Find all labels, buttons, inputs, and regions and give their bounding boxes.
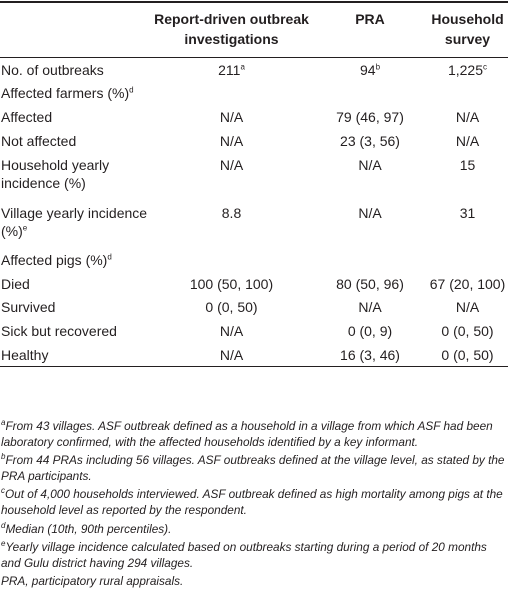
- row-label: No. of outbreaks: [1, 61, 104, 78]
- section-label: Affected pigs (%)d: [1, 252, 112, 269]
- outbreak-table: Report-driven outbreak investigations PR…: [0, 1, 508, 368]
- footnotes: aFrom 43 villages. ASF outbreak defined …: [1, 419, 506, 593]
- cell-household-survey: N/A: [455, 132, 480, 149]
- cell-report-driven: 8.8: [221, 205, 242, 222]
- cell-report-driven: N/A: [150, 342, 313, 368]
- footnote-mark: c: [1, 486, 5, 496]
- cell-pra: 80 (50, 96): [336, 275, 404, 292]
- table-row: Sick but recovered N/A 0 (0, 9) 0 (0, 50…: [0, 319, 508, 343]
- footnote-mark: c: [483, 62, 488, 72]
- cell-household-survey: 31: [459, 205, 476, 222]
- table-row: Survived 0 (0, 50) N/A N/A: [0, 296, 508, 320]
- table-section-row: Affected pigs (%)d: [0, 248, 508, 272]
- header-cell-pra: PRA: [313, 1, 427, 58]
- cell-report-driven: [150, 82, 313, 106]
- cell-pra: 94b: [359, 61, 381, 78]
- table-row: Village yearly incidence (%)e 8.8 N/A 31: [0, 200, 508, 248]
- row-label: Sick but recovered: [1, 322, 117, 339]
- table-row: No. of outbreaks 211a 94b 1,225c: [0, 58, 508, 82]
- cell-report-driven: [150, 248, 313, 272]
- table-section-row: Affected farmers (%)d: [0, 82, 508, 106]
- cell-household-survey: 67 (20, 100): [429, 275, 506, 292]
- footnote-mark: d: [129, 85, 134, 95]
- row-label: Healthy: [0, 342, 150, 368]
- table-header-row: Report-driven outbreak investigations PR…: [0, 1, 508, 58]
- cell-report-driven: 0 (0, 50): [205, 299, 258, 316]
- cell-pra: 16 (3, 46): [313, 342, 427, 368]
- footnote: cOut of 4,000 households interviewed. AS…: [1, 486, 503, 517]
- table-row: Affected N/A 79 (46, 97) N/A: [0, 105, 508, 129]
- footnote-mark: a: [240, 62, 245, 72]
- header-cell-report-driven: Report-driven outbreak investigations: [150, 1, 313, 58]
- cell-pra: [313, 248, 427, 272]
- footnote: aFrom 43 villages. ASF outbreak defined …: [1, 418, 493, 449]
- cell-pra: 79 (46, 97): [336, 108, 404, 125]
- cell-pra: N/A: [358, 299, 382, 316]
- cell-household-survey: 0 (0, 50): [427, 342, 508, 368]
- table-row: Household yearly incidence (%) N/A N/A 1…: [0, 152, 508, 200]
- cell-report-driven: N/A: [219, 322, 244, 339]
- cell-household-survey: [427, 248, 508, 272]
- footnote: bFrom 44 PRAs including 56 villages. ASF…: [1, 452, 505, 483]
- cell-pra: 0 (0, 9): [347, 322, 393, 339]
- footnote-mark: a: [1, 418, 6, 428]
- cell-household-survey: 0 (0, 50): [441, 322, 494, 339]
- footnote: dMedian (10th, 90th percentiles).: [1, 520, 172, 536]
- cell-report-driven: N/A: [219, 132, 244, 149]
- cell-report-driven: 211a: [218, 61, 245, 78]
- footnote-mark: b: [375, 62, 381, 72]
- table-row: Not affected N/A 23 (3, 56) N/A: [0, 129, 508, 153]
- abbreviation-note: PRA, participatory rural appraisals.: [1, 574, 184, 589]
- footnote-mark: e: [1, 539, 6, 549]
- cell-pra: N/A: [358, 205, 382, 222]
- cell-report-driven: N/A: [219, 108, 244, 125]
- footnote-mark: e: [22, 223, 28, 233]
- cell-report-driven: 100 (50, 100): [189, 275, 274, 292]
- cell-household-survey: N/A: [455, 299, 480, 316]
- row-label: Affected: [1, 108, 53, 125]
- footnote-mark: d: [107, 252, 112, 262]
- footnote: eYearly village incidence calculated bas…: [1, 539, 487, 570]
- cell-household-survey: 15: [459, 157, 476, 174]
- row-label: Died: [1, 275, 30, 292]
- row-label: Survived: [1, 299, 56, 316]
- header-cell-empty: [0, 1, 150, 58]
- cell-pra: 23 (3, 56): [340, 132, 400, 149]
- table-row: Healthy N/A 16 (3, 46) 0 (0, 50): [0, 342, 508, 368]
- cell-household-survey: [427, 82, 508, 106]
- footnote-mark: d: [1, 520, 6, 530]
- row-label: Not affected: [1, 132, 77, 149]
- row-label: Village yearly incidence (%)e: [1, 205, 148, 240]
- header-cell-household-survey: Household survey: [427, 1, 508, 58]
- cell-pra: N/A: [358, 157, 382, 174]
- cell-report-driven: N/A: [219, 157, 244, 174]
- cell-household-survey: 1,225c: [447, 61, 488, 78]
- footnote-mark: b: [1, 452, 6, 462]
- cell-pra: [313, 82, 427, 106]
- row-label: Household yearly incidence (%): [1, 157, 110, 192]
- table-row: Died 100 (50, 100) 80 (50, 96) 67 (20, 1…: [0, 272, 508, 296]
- cell-household-survey: N/A: [455, 108, 480, 125]
- section-label: Affected farmers (%)d: [1, 85, 134, 102]
